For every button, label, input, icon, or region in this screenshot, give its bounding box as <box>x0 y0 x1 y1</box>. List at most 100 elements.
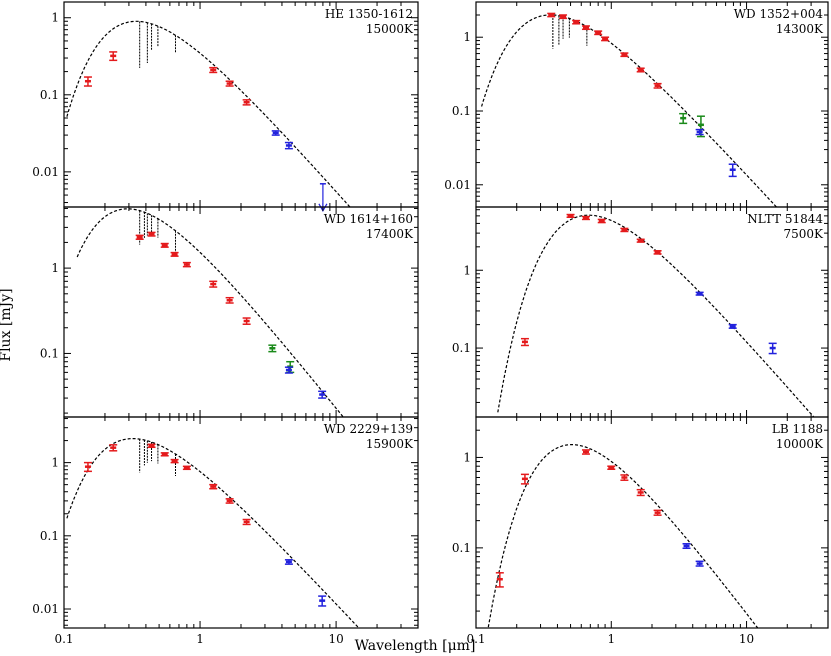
y-tick-label: 0.01 <box>444 178 471 192</box>
panel-title: WD 2229+139 <box>324 422 413 436</box>
y-tick-label: 1 <box>463 263 471 277</box>
data-point <box>170 251 179 257</box>
y-tick-label: 0.1 <box>452 341 471 355</box>
panel-temperature: 7500K <box>783 227 824 241</box>
data-point <box>620 474 629 481</box>
data-point <box>495 572 504 588</box>
y-tick-label: 1 <box>463 450 471 464</box>
data-point <box>695 291 704 296</box>
data-point <box>559 14 568 20</box>
data-point <box>83 461 92 473</box>
data-point <box>581 449 590 455</box>
data-point <box>682 543 691 550</box>
data-point <box>620 227 629 233</box>
data-point <box>135 234 144 240</box>
y-tick-label: 0.01 <box>32 165 59 179</box>
panel-temperature: 14300K <box>776 22 824 36</box>
panel-title: HE 1350-1612 <box>325 7 413 21</box>
model-curve <box>66 20 351 207</box>
panel-title: WD 1352+004 <box>734 7 824 21</box>
data-point <box>547 12 556 18</box>
data-point <box>268 344 277 353</box>
data-point <box>83 76 92 87</box>
panel-frame <box>475 206 829 418</box>
data-point <box>209 280 218 288</box>
data-point <box>768 342 777 355</box>
data-point <box>109 51 118 62</box>
x-tick-label: 10 <box>739 632 754 646</box>
data-point <box>653 250 662 255</box>
data-point <box>636 67 645 73</box>
data-point <box>160 452 169 457</box>
y-tick-label: 1 <box>51 11 59 25</box>
data-point <box>182 465 191 471</box>
y-tick-label: 0.1 <box>40 529 59 543</box>
y-tick-label: 0.1 <box>40 346 59 360</box>
data-point <box>318 390 327 399</box>
data-point <box>170 458 179 464</box>
model-curve <box>487 444 759 628</box>
data-point <box>284 141 293 150</box>
data-point <box>566 213 575 218</box>
y-tick-label: 1 <box>51 261 59 275</box>
data-point <box>271 130 280 136</box>
panel-title: WD 1614+160 <box>324 212 413 226</box>
data-point <box>607 465 616 471</box>
model-curve <box>497 214 815 417</box>
data-point <box>160 242 169 248</box>
data-point <box>182 261 191 268</box>
data-point <box>636 488 645 497</box>
data-point <box>209 66 218 74</box>
data-point <box>284 559 293 565</box>
panel-temperature: 10000K <box>776 437 824 451</box>
x-tick-label: 10 <box>328 632 343 646</box>
panel-temperature: 17400K <box>366 227 414 241</box>
data-point <box>242 518 251 526</box>
data-point <box>109 444 118 452</box>
data-point <box>679 112 688 125</box>
data-point <box>597 218 606 224</box>
data-point <box>581 215 590 221</box>
panel-title: LB 1188 <box>772 422 823 436</box>
data-point <box>147 231 156 237</box>
data-point <box>225 80 234 87</box>
y-tick-label: 1 <box>51 456 59 470</box>
data-point <box>318 595 327 607</box>
data-point <box>695 128 704 136</box>
data-point <box>653 509 662 516</box>
model-curve <box>66 438 360 628</box>
panel-title: NLTT 51844 <box>747 212 823 226</box>
data-point <box>572 19 581 25</box>
data-point <box>636 238 645 243</box>
data-point <box>225 498 234 504</box>
x-tick-label: 1 <box>196 632 204 646</box>
model-curve <box>481 14 778 207</box>
data-point <box>620 52 629 58</box>
x-axis-label: Wavelength [μm] <box>355 638 476 654</box>
data-point <box>520 337 529 347</box>
data-point <box>225 296 234 304</box>
data-point <box>209 483 218 490</box>
data-point <box>728 163 737 178</box>
data-point <box>653 82 662 89</box>
model-curve <box>76 208 345 417</box>
y-tick-label: 0.1 <box>40 88 59 102</box>
data-point <box>695 560 704 567</box>
x-tick-label: 1 <box>607 632 615 646</box>
data-point <box>520 473 529 485</box>
y-tick-label: 1 <box>463 30 471 44</box>
data-point <box>728 323 737 329</box>
data-point <box>594 30 603 36</box>
data-point <box>242 317 251 325</box>
data-point <box>284 366 293 374</box>
y-tick-label: 0.1 <box>452 541 471 555</box>
y-tick-label: 0.01 <box>32 602 59 616</box>
